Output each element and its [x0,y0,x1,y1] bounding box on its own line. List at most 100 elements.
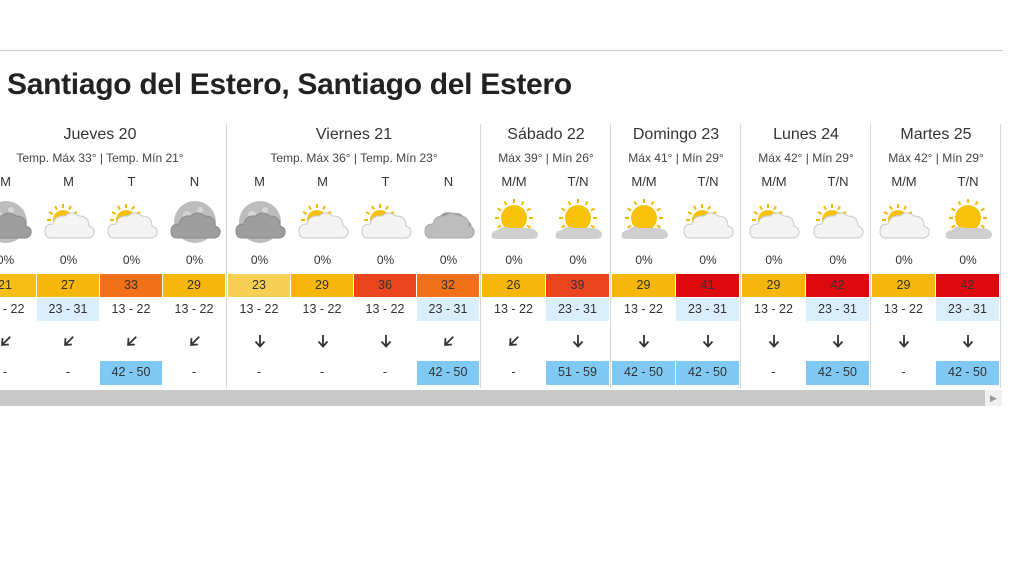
day-separator [740,124,741,388]
gust-cell: - [163,361,225,385]
day-name: Viernes 21 [315,126,393,143]
precip: 0% [313,253,332,267]
weather-icon [41,198,97,244]
gust-cell: 42 - 50 [612,361,675,385]
temp-cell: 21 [0,274,36,297]
gust-cell: - [228,361,290,385]
range-cell: 13 - 22 [612,298,675,321]
gust-cell: 51 - 59 [546,361,609,385]
temp-cell: 23 [228,274,290,297]
range-cell: 23 - 31 [417,298,479,321]
temp-cell: 29 [872,274,935,297]
range-cell: 23 - 31 [37,298,99,321]
temp-cell: 29 [742,274,805,297]
range-cell: 13 - 22 [100,298,162,321]
day-name: Jueves 20 [63,126,137,143]
weather-icon [940,198,996,244]
wind-arrow [253,334,267,348]
gust-cell: - [742,361,805,385]
weather-icon [295,198,351,244]
precip: 0% [376,253,395,267]
scroll-arrow[interactable]: ▶ [985,390,1002,406]
period-label: M/M [761,174,787,189]
range-cell: 13 - 22 [354,298,416,321]
day-name: Martes 25 [900,126,972,143]
range-cell: 13 - 22 [228,298,290,321]
day-name: Domingo 23 [632,126,720,143]
top-rule [0,50,1003,51]
day-summary: Temp. Máx 33° | Temp. Mín 21° [16,151,184,165]
range-cell: 13 - 22 [482,298,545,321]
location-title: Santiago del Estero, Santiago del Estero [7,68,572,101]
weather-icon [616,198,672,244]
day-separator [1000,124,1001,388]
precip: 0% [59,253,78,267]
precip: 0% [505,253,523,267]
weather-icon [232,198,288,244]
weather-icon [104,198,160,244]
period-label: T/N [567,174,589,189]
weather-icon [358,198,414,244]
range-cell: 13 - 22 [291,298,353,321]
wind-arrow [442,334,456,348]
day-separator [480,124,481,388]
weather-icon [167,198,223,244]
wind-arrow [125,334,139,348]
wind-arrow [379,334,393,348]
weather-icon [0,198,34,244]
period-label: N [189,174,200,189]
range-cell: 13 - 22 [0,298,36,321]
period-label: M/M [891,174,917,189]
wind-arrow [767,334,781,348]
weather-icon [680,198,736,244]
temp-cell: 33 [100,274,162,297]
day-separator [610,124,611,388]
range-cell: 13 - 22 [872,298,935,321]
period-label: T/N [827,174,849,189]
precip: 0% [959,253,977,267]
wind-arrow [701,334,715,348]
range-cell: 13 - 22 [742,298,805,321]
gust-cell: - [291,361,353,385]
wind-arrow [0,334,13,348]
precip: 0% [829,253,847,267]
temp-cell: 29 [291,274,353,297]
gust-cell: 42 - 50 [676,361,739,385]
temp-cell: 29 [163,274,225,297]
period-label: N [443,174,454,189]
period-label: T [381,174,390,189]
weather-icon [810,198,866,244]
precip: 0% [439,253,458,267]
period-label: T/N [697,174,719,189]
wind-arrow [637,334,651,348]
wind-arrow [571,334,585,348]
precip: 0% [250,253,269,267]
weather-icon [876,198,932,244]
day-summary: Máx 39° | Mín 26° [498,151,594,165]
temp-cell: 42 [806,274,869,297]
range-cell: 23 - 31 [806,298,869,321]
scrollbar[interactable] [0,390,985,406]
temp-cell: 42 [936,274,999,297]
range-cell: 13 - 22 [163,298,225,321]
period-label: M/M [631,174,657,189]
day-summary: Máx 42° | Mín 29° [758,151,854,165]
gust-cell: 42 - 50 [806,361,869,385]
precip: 0% [0,253,15,267]
period-label: M [0,174,11,189]
wind-arrow [507,334,521,348]
gust-cell: - [37,361,99,385]
day-name: Lunes 24 [773,126,839,143]
wind-arrow [62,334,76,348]
temp-cell: 39 [546,274,609,297]
temp-cell: 32 [417,274,479,297]
day-separator [226,124,227,388]
wind-arrow [897,334,911,348]
period-label: M [254,174,265,189]
day-summary: Máx 41° | Mín 29° [628,151,724,165]
precip: 0% [699,253,717,267]
temp-cell: 26 [482,274,545,297]
wind-arrow [316,334,330,348]
period-label: M [317,174,328,189]
